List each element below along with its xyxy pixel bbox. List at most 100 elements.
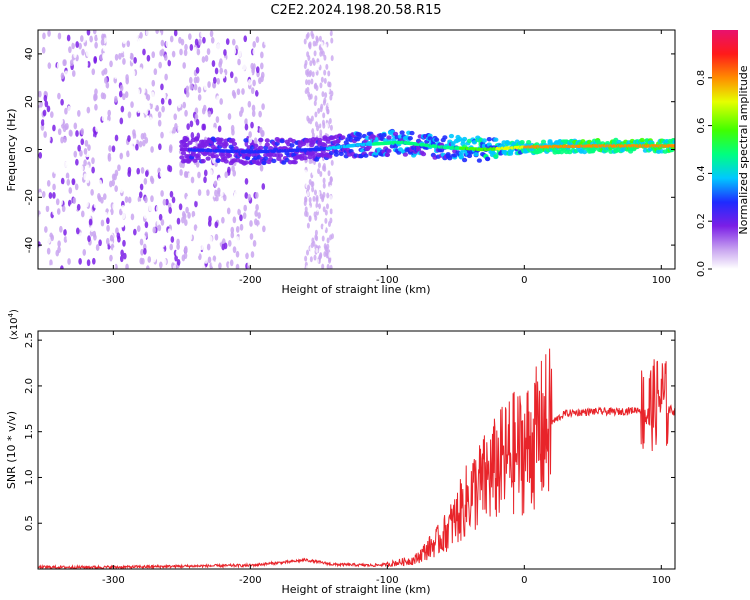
heatmap-cell — [114, 42, 118, 50]
heatmap-cell — [343, 181, 347, 187]
heatmap-cell — [240, 254, 245, 262]
heatmap-cell — [326, 192, 330, 199]
heatmap-cell — [206, 189, 210, 196]
heatmap-cell — [321, 91, 325, 98]
heatmap-cell — [126, 51, 131, 59]
heatmap-cell — [77, 264, 81, 269]
heatmap-cell — [188, 187, 193, 195]
heatmap-cell — [90, 225, 94, 233]
heatmap-cell — [236, 30, 241, 35]
heatmap-cell — [171, 196, 176, 204]
heatmap-cell — [307, 117, 311, 124]
heatmap-cell — [410, 96, 414, 102]
heatmap-cell — [131, 30, 136, 38]
heatmap-cell — [391, 106, 395, 112]
heatmap-cell — [338, 151, 344, 157]
snr-x-label: Height of straight line (km) — [281, 583, 430, 596]
heatmap-cell — [68, 46, 72, 54]
heatmap-cell — [105, 237, 110, 245]
heatmap-cell — [287, 241, 291, 248]
heatmap-cell — [158, 213, 163, 221]
heatmap-cell — [162, 198, 167, 206]
heatmap-cell — [374, 230, 377, 236]
heatmap-cell — [102, 52, 106, 60]
heatmap-cell — [184, 136, 190, 142]
heatmap-cell — [323, 54, 327, 61]
heatmap-cell — [314, 66, 318, 72]
heatmap-cell — [44, 226, 48, 233]
heatmap-cell — [217, 30, 221, 36]
snr-y-scale: (x104) — [7, 309, 20, 340]
heatmap-cell — [69, 204, 74, 211]
heatmap-cell — [367, 103, 371, 109]
heatmap-cell — [315, 45, 319, 52]
heatmap-cell — [122, 239, 126, 247]
heatmap-cell — [172, 126, 177, 134]
heatmap-cell — [318, 118, 322, 125]
heatmap-cell — [38, 197, 42, 204]
heatmap-cell — [473, 152, 479, 157]
heatmap-cell — [139, 183, 144, 191]
heatmap-cell — [317, 168, 321, 175]
heatmap-cell — [157, 224, 162, 232]
heatmap-cell — [157, 111, 162, 119]
heatmap-cell — [261, 183, 266, 190]
heatmap-cell — [152, 226, 157, 234]
heatmap-cell — [292, 89, 296, 95]
heatmap-cell — [211, 203, 216, 211]
heatmap-cell — [90, 149, 94, 157]
heatmap-cell — [324, 217, 328, 224]
heatmap-cell — [313, 50, 317, 57]
heatmap-cell — [389, 260, 393, 266]
heatmap-cell — [60, 136, 64, 144]
heatmap-cell — [59, 225, 63, 233]
heatmap-cell — [158, 61, 162, 69]
heatmap-cell — [160, 48, 165, 56]
heatmap-cell — [241, 68, 245, 76]
heatmap-cell — [179, 143, 185, 149]
heatmap-cell — [319, 129, 323, 136]
heatmap-cell — [137, 155, 141, 163]
heatmap-cell — [234, 177, 239, 185]
heatmap-cell — [205, 156, 211, 161]
heatmap-cell — [149, 175, 154, 183]
heatmap-cell — [331, 253, 335, 259]
heatmap-cell — [136, 225, 141, 232]
heatmap-cell — [92, 230, 97, 238]
heatmap-cell — [99, 203, 104, 211]
heatmap-cell — [119, 152, 124, 160]
heatmap-cell — [188, 100, 193, 108]
heatmap-cell — [88, 218, 93, 226]
heatmap-cell — [307, 205, 311, 211]
heatmap-cell — [204, 98, 209, 105]
heatmap-cell — [264, 40, 267, 46]
heatmap-cell — [60, 265, 64, 269]
heatmap-cell — [333, 202, 337, 209]
heatmap-cell — [145, 46, 150, 54]
heatmap-cell — [238, 241, 243, 249]
heatmap-cell — [161, 105, 165, 113]
heatmap-cell — [235, 263, 240, 269]
heatmap-cell — [461, 157, 468, 163]
heatmap-cell — [43, 94, 48, 102]
heatmap-cell — [322, 112, 326, 119]
heatmap-cell — [249, 233, 254, 240]
heatmap-cell — [160, 190, 164, 197]
heatmap-cell — [120, 220, 125, 227]
heatmap-cell — [43, 131, 47, 138]
heatmap-cell — [345, 94, 349, 100]
heatmap-cell — [330, 37, 334, 44]
heatmap-cell — [260, 51, 264, 59]
heatmap-cell — [184, 219, 188, 226]
heatmap-cell — [231, 38, 236, 46]
snr-panel: -300 -200 -100 0 100 0.5 1.0 1.5 2.0 2.5 Height … — [5, 309, 676, 596]
heatmap-cell — [139, 67, 143, 74]
heatmap-cell — [74, 183, 79, 191]
heatmap-cell — [50, 42, 54, 49]
heatmap-cell — [108, 145, 112, 152]
heatmap-cell — [219, 67, 224, 75]
heatmap-cell — [202, 224, 207, 232]
heatmap-cell — [304, 210, 308, 217]
heatmap-cell — [206, 48, 211, 55]
heatmap-cell — [114, 196, 118, 204]
